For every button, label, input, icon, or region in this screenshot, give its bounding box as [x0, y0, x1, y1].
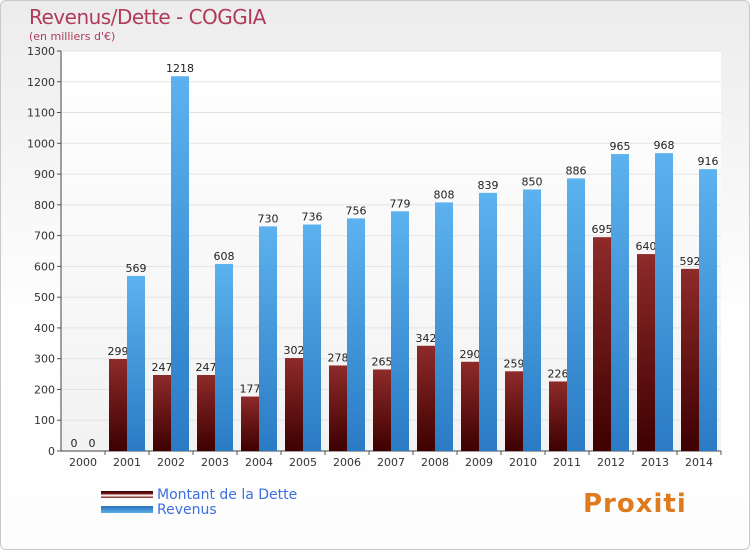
x-tick-label: 2002: [157, 456, 185, 469]
bar-revenus: [347, 218, 365, 451]
y-tick-label: 100: [34, 414, 55, 427]
bar-dette: [637, 254, 655, 451]
y-tick-label: 300: [34, 353, 55, 366]
y-tick-label: 200: [34, 383, 55, 396]
chart-title: Revenus/Dette - COGGIA: [29, 5, 266, 29]
data-label-revenus: 839: [478, 179, 499, 192]
x-tick-label: 2008: [421, 456, 449, 469]
x-tick-label: 2001: [113, 456, 141, 469]
x-tick-label: 2004: [245, 456, 273, 469]
bar-revenus: [259, 226, 277, 451]
bar-revenus: [523, 189, 541, 451]
x-tick-label: 2009: [465, 456, 493, 469]
bar-dette: [681, 268, 699, 451]
legend-item-dette: Montant de la Dette: [101, 486, 298, 503]
x-tick-label: 2010: [509, 456, 537, 469]
bar-dette: [329, 365, 347, 451]
x-tick-label: 2014: [685, 456, 713, 469]
legend: Montant de la Dette Revenus: [101, 486, 298, 518]
bar-dette: [241, 396, 259, 451]
data-label-dette: 259: [504, 357, 525, 370]
x-tick-label: 2003: [201, 456, 229, 469]
data-label-dette: 265: [372, 355, 393, 368]
bar-dette: [505, 371, 523, 451]
data-label-dette: 177: [240, 383, 261, 396]
bar-revenus: [303, 224, 321, 451]
y-tick-label: 1200: [27, 76, 55, 89]
chart-subtitle: (en milliers d'€): [29, 30, 116, 43]
bar-revenus: [699, 169, 717, 451]
bar-revenus: [391, 211, 409, 451]
bar-revenus: [567, 178, 585, 451]
legend-item-revenus: Revenus: [101, 501, 297, 518]
bar-dette: [197, 375, 215, 451]
x-tick-label: 2011: [553, 456, 581, 469]
x-tick-label: 2005: [289, 456, 317, 469]
bar-revenus: [171, 76, 189, 451]
data-label-dette: 226: [548, 367, 569, 380]
bar-dette: [373, 369, 391, 451]
y-tick-label: 500: [34, 291, 55, 304]
brand-logo: Proxiti: [583, 489, 687, 519]
data-label-dette: 299: [108, 345, 129, 358]
data-label-revenus: 756: [346, 204, 367, 217]
data-label-dette: 592: [680, 255, 701, 268]
legend-swatch-dette: [101, 491, 153, 498]
bar-dette: [285, 358, 303, 451]
bar-dette: [417, 345, 435, 451]
data-label-revenus: 850: [522, 175, 543, 188]
data-label-revenus: 736: [302, 211, 323, 224]
y-tick-label: 800: [34, 199, 55, 212]
bar-revenus: [127, 275, 145, 451]
data-label-dette: 278: [328, 351, 349, 364]
y-tick-label: 600: [34, 260, 55, 273]
data-label-revenus: 968: [654, 139, 675, 152]
bar-revenus: [655, 153, 673, 451]
data-label-dette: 302: [284, 344, 305, 357]
x-tick-label: 2000: [69, 456, 97, 469]
data-label-dette: 247: [196, 361, 217, 374]
data-label-revenus: 808: [434, 188, 455, 201]
data-label-revenus: 1218: [166, 62, 194, 75]
legend-label-revenus: Revenus: [157, 501, 217, 518]
data-label-revenus: 0: [89, 437, 96, 450]
data-label-revenus: 569: [126, 262, 147, 275]
y-tick-label: 1000: [27, 137, 55, 150]
bar-revenus: [611, 154, 629, 452]
data-label-revenus: 965: [610, 140, 631, 153]
x-tick-label: 2013: [641, 456, 669, 469]
data-label-dette: 0: [71, 437, 78, 450]
bar-revenus: [435, 202, 453, 451]
data-label-dette: 342: [416, 332, 437, 345]
data-label-revenus: 608: [214, 250, 235, 263]
bar-dette: [549, 381, 567, 451]
bar-dette: [153, 375, 171, 451]
y-tick-label: 1300: [27, 45, 55, 58]
x-tick-label: 2007: [377, 456, 405, 469]
bar-dette: [461, 361, 479, 451]
data-label-revenus: 916: [698, 155, 719, 168]
y-tick-label: 400: [34, 322, 55, 335]
bar-dette: [109, 359, 127, 451]
legend-label-dette: Montant de la Dette: [157, 486, 298, 503]
y-tick-label: 700: [34, 230, 55, 243]
y-tick-label: 1100: [27, 107, 55, 120]
bar-revenus: [479, 192, 497, 451]
data-label-dette: 247: [152, 361, 173, 374]
data-label-dette: 290: [460, 348, 481, 361]
data-label-dette: 695: [592, 223, 613, 236]
legend-swatch-revenus: [101, 506, 153, 513]
data-label-revenus: 886: [566, 164, 587, 177]
bar-dette: [593, 237, 611, 451]
data-label-revenus: 730: [258, 212, 279, 225]
y-tick-label: 900: [34, 168, 55, 181]
y-tick-label: 0: [48, 445, 55, 458]
data-label-revenus: 779: [390, 197, 411, 210]
x-tick-label: 2006: [333, 456, 361, 469]
bar-revenus: [215, 263, 233, 451]
x-tick-label: 2012: [597, 456, 625, 469]
data-label-dette: 640: [636, 240, 657, 253]
